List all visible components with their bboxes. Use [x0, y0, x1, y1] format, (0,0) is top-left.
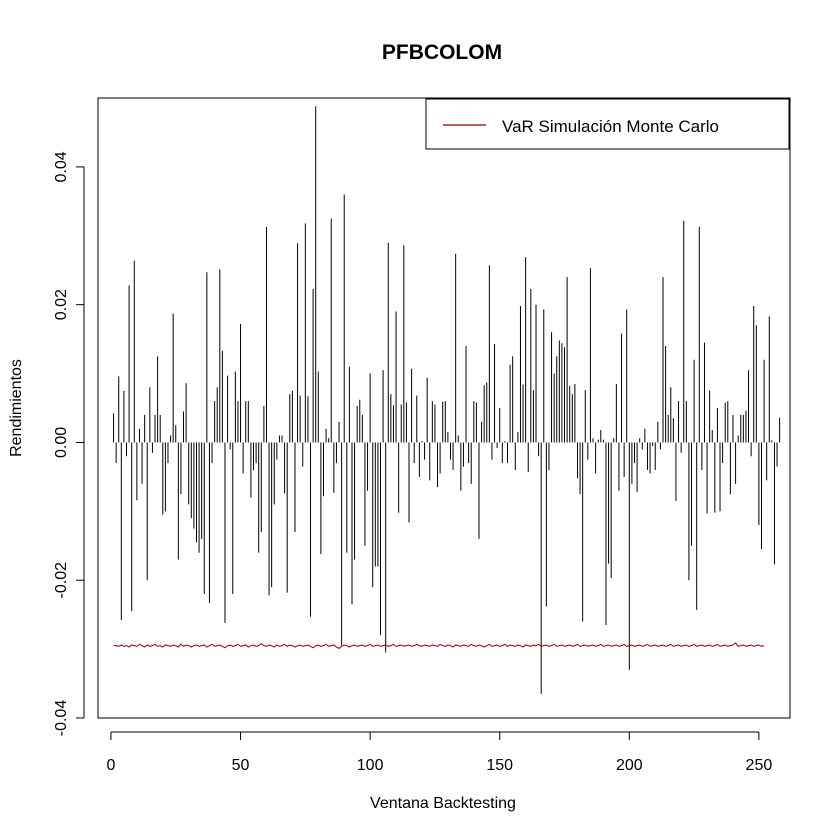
returns-series — [113, 106, 781, 694]
y-axis-label: Rendimientos — [8, 359, 25, 457]
legend: VaR Simulación Monte Carlo — [425, 98, 790, 150]
y-axis: -0.04 -0.02 0.00 0.02 0.04 — [53, 151, 85, 737]
x-tick-label: 200 — [616, 757, 643, 774]
var-series — [113, 642, 765, 650]
y-tick-label: 0.02 — [53, 289, 70, 320]
y-tick-label: -0.02 — [53, 562, 70, 599]
plot-frame — [97, 97, 791, 719]
legend-label: VaR Simulación Monte Carlo — [502, 117, 719, 136]
x-axis-label: Ventana Backtesting — [370, 795, 516, 812]
y-tick-label: 0.04 — [53, 151, 70, 182]
var-line — [113, 642, 765, 650]
x-tick-label: 250 — [746, 757, 773, 774]
x-tick-label: 150 — [486, 757, 513, 774]
chart-title: PFBCOLOM — [382, 41, 502, 64]
x-tick-label: 50 — [232, 757, 250, 774]
x-tick-label: 100 — [357, 757, 384, 774]
y-tick-label: -0.04 — [53, 700, 70, 737]
x-tick-label: 0 — [107, 757, 116, 774]
legend-box — [425, 98, 790, 150]
x-axis: 0 50 100 150 200 250 — [107, 731, 773, 774]
y-tick-label: 0.00 — [53, 427, 70, 458]
